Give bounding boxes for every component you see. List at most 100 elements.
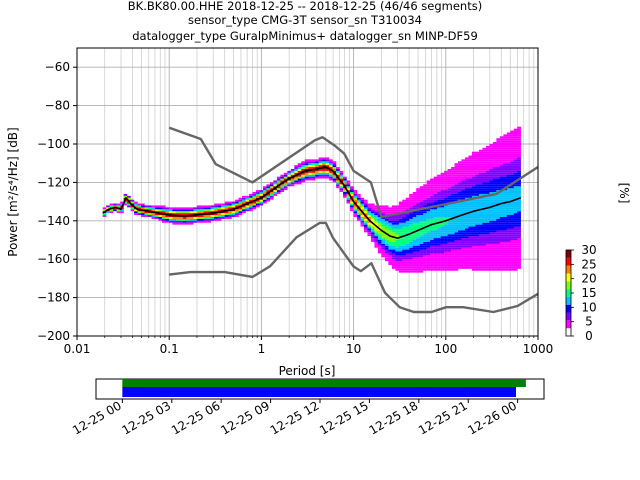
psd-cell [363,211,368,214]
psd-cell [461,176,466,179]
psd-cell [259,193,264,196]
psd-cell [151,207,156,210]
psd-cell [137,203,142,206]
psd-cell [151,216,156,219]
psd-cell [499,168,504,171]
psd-cell [384,236,389,239]
psd-cell [447,251,452,254]
psd-cell [416,201,420,204]
psd-cell [471,190,476,192]
x-tick-label: 10 [346,342,361,356]
psd-cell [440,234,445,237]
psd-cell [447,176,452,179]
psd-cell [255,195,260,198]
psd-cell [374,211,379,214]
psd-cell [478,207,483,210]
psd-cell [510,192,514,194]
psd-cell [210,216,215,219]
psd-cell [388,247,393,250]
psd-cell [398,270,403,273]
psd-cell [461,205,466,208]
psd-cell [200,207,204,210]
psd-cell [130,199,135,202]
psd-cell [475,184,480,187]
psd-cell [499,203,504,206]
psd-cell [478,163,483,166]
psd-cell [496,207,501,210]
psd-cell [423,205,427,208]
psd-cell [416,193,420,196]
psd-cell [287,170,292,173]
psd-cell [360,222,365,225]
psd-cell [308,172,312,175]
psd-cell [478,182,483,185]
psd-cell [367,205,372,208]
psd-cell [426,236,431,239]
psd-cell [203,211,208,214]
psd-cell [381,228,386,231]
psd-cell [478,215,483,217]
psd-cell [471,168,476,171]
psd-cell [451,220,455,223]
psd-cell [339,182,344,185]
psd-cell [221,207,225,210]
psd-cell [447,180,452,183]
psd-cell [388,218,393,221]
psd-cell [123,201,128,204]
psd-cell [134,211,138,214]
psd-cell [517,184,521,187]
psd-cell [471,216,476,219]
psd-cell [503,253,508,256]
psd-cell [308,174,312,177]
psd-cell [276,190,281,192]
chart-title-line-2: sensor_type CMG-3T sensor_sn T310034 [188,13,422,27]
psd-cell [510,136,514,139]
psd-cell [492,264,497,267]
psd-cell [423,255,427,258]
y-tick-label: −160 [37,252,70,266]
psd-cell [503,149,508,152]
psd-cell [444,190,448,192]
psd-cell [175,213,180,216]
psd-cell [182,222,187,225]
psd-cell [513,249,518,252]
psd-cell [189,222,194,225]
psd-cell [451,236,455,239]
psd-cell [318,174,323,177]
psd-cell [405,270,410,273]
psd-cell [482,157,487,160]
psd-cell [513,224,518,227]
psd-cell [454,240,459,242]
psd-cell [182,209,187,212]
psd-cell [433,251,438,254]
psd-cell [200,209,204,212]
psd-cell [482,159,487,162]
x-axis-ticks: 0.01 0.1 1 10 100 1000 [64,336,553,356]
psd-cell [437,201,441,204]
psd-cell [458,188,462,191]
psd-cell [175,216,180,219]
psd-cell [489,153,494,156]
psd-cell [416,261,420,264]
psd-cell [510,264,514,267]
psd-cell [478,251,483,254]
psd-cell [374,243,379,246]
psd-cell [506,240,511,242]
psd-cell [405,241,410,244]
psd-cell [458,205,462,208]
psd-cell [506,172,511,175]
psd-cell [506,192,511,194]
psd-cell [353,192,358,194]
psd-cell [517,264,521,267]
psd-cell [440,245,445,248]
psd-cell [325,157,330,160]
psd-cell [217,215,222,217]
psd-cell [249,203,253,206]
psd-cell [231,215,236,217]
psd-cell [350,186,354,189]
psd-cell [242,195,246,198]
psd-cell [398,263,403,265]
psd-cell [458,165,462,168]
psd-cell [510,228,514,231]
psd-cell [266,195,271,198]
